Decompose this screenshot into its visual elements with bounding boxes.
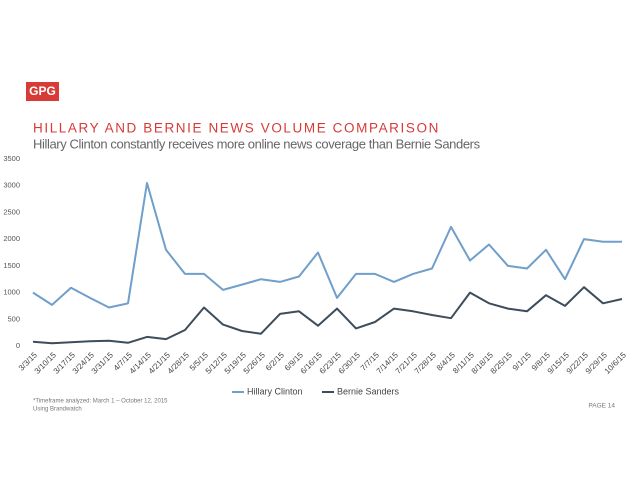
- x-tick-label: 7/28/15: [413, 350, 439, 376]
- x-tick-label: 8/25/15: [489, 350, 515, 376]
- series-line: [32, 182, 622, 309]
- chart-title: HILLARY AND BERNIE NEWS VOLUME COMPARISO…: [33, 121, 440, 136]
- y-tick-label: 2500: [3, 207, 20, 216]
- x-tick-label: 3/31/15: [90, 350, 116, 376]
- x-tick-label: 4/28/15: [166, 350, 192, 376]
- y-tick-label: 3000: [3, 181, 20, 190]
- y-tick-label: 0: [16, 341, 20, 350]
- logo-box: [26, 82, 59, 101]
- legend-label: Bernie Sanders: [337, 386, 400, 396]
- y-tick-label: 500: [7, 314, 20, 323]
- legend-label: Hillary Clinton: [247, 386, 303, 396]
- footnote: Using Brandwatch: [33, 407, 82, 413]
- y-tick-label: 2000: [3, 234, 20, 243]
- x-tick-label: 6/2/15: [264, 350, 286, 372]
- series-line: [32, 286, 623, 345]
- chart-subtitle: Hillary Clinton constantly receives more…: [33, 136, 481, 151]
- y-tick-label: 1000: [3, 288, 20, 297]
- x-tick-label: 10/6/15: [603, 350, 629, 376]
- y-tick-label: 3500: [3, 154, 20, 163]
- y-tick-label: 1500: [3, 261, 20, 270]
- x-tick-label: 9/1/15: [511, 350, 533, 372]
- logo: GPG: [29, 84, 56, 98]
- x-tick-label: 5/26/15: [242, 350, 268, 376]
- footnote: *Timeframe analyzed: March 1 – October 1…: [33, 399, 168, 405]
- x-tick-label: 6/30/15: [337, 350, 363, 376]
- page-number: PAGE 14: [588, 403, 615, 410]
